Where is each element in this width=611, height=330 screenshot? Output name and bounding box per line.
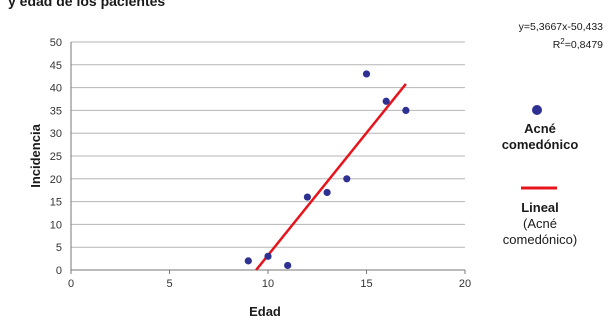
- legend-scatter-label-2: comedónico: [502, 137, 579, 152]
- r2-value: =0,8479: [565, 39, 603, 51]
- data-point-6: [362, 70, 371, 78]
- x-tick-labels: 0 5 10 15 20: [68, 270, 471, 290]
- y-tick-label-3: 15: [50, 197, 62, 209]
- x-tick-label-4: 20: [459, 278, 471, 290]
- y-tick-label-5: 25: [50, 151, 62, 163]
- x-tick-label-0: 0: [68, 278, 74, 290]
- scatter-points: [244, 70, 410, 270]
- y-tick-label-2: 10: [50, 219, 62, 231]
- data-point-3: [303, 193, 311, 201]
- legend-scatter-marker: [532, 105, 542, 115]
- legend-trend-label-1: Lineal: [521, 200, 559, 215]
- data-point-4: [323, 188, 331, 197]
- x-tick-label-2: 10: [262, 278, 274, 290]
- y-tick-label-8: 40: [50, 83, 62, 95]
- y-tick-labels: 0 5 10 15 20 25 30 35 40 45 50: [50, 37, 62, 277]
- x-tick-label-1: 5: [166, 278, 172, 290]
- y-axis-label: Incidencia: [28, 123, 43, 187]
- data-point-0: [244, 257, 252, 265]
- r-squared: R2=0,8479: [553, 37, 603, 51]
- r2-superscript: 2: [560, 37, 565, 46]
- legend: Acné comedónico Lineal (Acné comedónico): [502, 105, 579, 247]
- data-point-8: [402, 106, 410, 114]
- legend-scatter-label-1: Acné: [524, 121, 556, 136]
- x-tick-label-3: 15: [360, 278, 372, 290]
- x-axis-label: Edad: [249, 304, 281, 319]
- y-tick-label-1: 5: [56, 242, 62, 254]
- gridlines: [71, 41, 465, 271]
- data-point-5: [343, 175, 351, 183]
- y-tick-label-0: 0: [56, 265, 62, 277]
- y-tick-label-7: 35: [50, 105, 62, 117]
- chart-title: y edad de los pacientes: [8, 0, 165, 9]
- y-tick-label-6: 30: [50, 128, 62, 140]
- y-tick-label-10: 50: [50, 37, 62, 49]
- y-tick-label-4: 20: [50, 174, 62, 186]
- y-tick-label-9: 45: [50, 60, 62, 72]
- data-point-7: [382, 97, 390, 105]
- data-point-2: [284, 261, 292, 270]
- legend-trend-label-3: comedónico): [503, 232, 577, 247]
- trendline-group: [255, 83, 407, 271]
- trendline-equation: y=5,3667x-50,433: [519, 21, 604, 33]
- data-point-1: [264, 252, 272, 260]
- r2-label: R: [553, 39, 561, 51]
- trendline: [255, 83, 407, 271]
- legend-trend-label-2: (Acné: [523, 216, 557, 231]
